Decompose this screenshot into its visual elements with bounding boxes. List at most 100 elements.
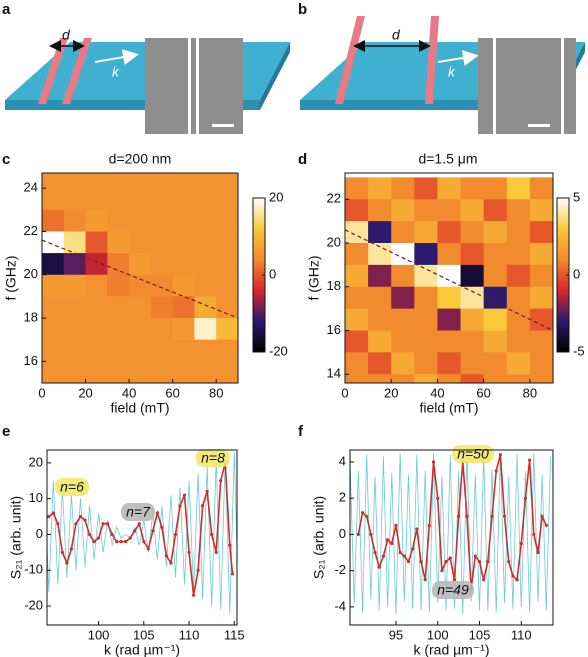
heat-cell [437, 177, 462, 200]
colorbar-tick-label: 0 [269, 266, 276, 281]
heat-cell [63, 318, 87, 341]
heat-cell [194, 296, 217, 319]
panel-label: f [298, 423, 304, 440]
x-tick-label: 40 [122, 385, 136, 400]
heat-cell [345, 352, 369, 375]
heat-cell [42, 361, 65, 383]
heat-cell [391, 352, 415, 375]
y-tick-label: -20 [24, 597, 43, 612]
data-point [178, 504, 182, 508]
heat-cell [42, 339, 65, 362]
data-point [369, 532, 373, 537]
heat-cell [506, 199, 531, 222]
heat-cell [194, 339, 217, 362]
heat-cell [107, 318, 130, 341]
data-point [115, 540, 119, 544]
heat-cell [129, 173, 152, 189]
x-tick-label: 80 [523, 385, 537, 400]
data-point [191, 593, 196, 597]
heat-cell [172, 361, 195, 383]
heat-cell [437, 243, 462, 266]
slab-side [260, 42, 290, 110]
data-point [142, 540, 146, 544]
heat-cell [483, 330, 508, 353]
data-point [60, 550, 64, 554]
heat-cell [42, 253, 65, 276]
data-point [502, 514, 507, 518]
plot-area [350, 452, 551, 615]
heat-cell [107, 296, 130, 319]
heat-cell [216, 361, 238, 383]
x-tick-label: 105 [469, 627, 491, 642]
heat-cell [414, 374, 438, 383]
heat-cell [216, 209, 238, 232]
data-point [511, 574, 515, 578]
heat-cell [460, 264, 485, 288]
strip [425, 16, 439, 104]
heat-cell [85, 339, 108, 362]
data-point [394, 523, 398, 527]
data-point [230, 572, 235, 576]
data-point [490, 514, 494, 518]
y-tick-label: 4 [339, 453, 346, 468]
colorbar-tick-label: -20 [269, 343, 288, 358]
y-axis-label: S₂₁ (arb. unit) [8, 496, 24, 579]
heat-cell [483, 177, 508, 200]
heat-cell [437, 221, 462, 244]
heat-cell [172, 318, 195, 341]
heat-cell [460, 199, 485, 222]
data-point [92, 540, 96, 544]
heat-cell [63, 339, 87, 362]
heat-cell [460, 177, 485, 200]
heat-cell [107, 339, 130, 362]
data-point [494, 469, 498, 473]
heat-cell [529, 264, 553, 288]
heat-cell [529, 374, 553, 383]
data-point [473, 554, 477, 558]
x-tick-label: 0 [38, 385, 45, 400]
heat-cell [414, 330, 438, 353]
heat-cell [414, 352, 438, 375]
heat-cell [194, 253, 217, 276]
data-point [196, 568, 200, 572]
panel-label: d [298, 151, 307, 168]
heat-cell [85, 361, 108, 383]
heat-cell [483, 264, 508, 288]
sem-strip [493, 38, 496, 134]
heat-cell [42, 274, 65, 297]
data-point [101, 522, 105, 526]
heat-cell [414, 243, 438, 266]
data-point [106, 522, 110, 526]
heat-cell [85, 274, 108, 297]
heat-cell [85, 231, 108, 254]
plot-area [47, 452, 237, 614]
heat-cell [437, 264, 462, 288]
data-point [402, 554, 406, 558]
heat-cell [506, 221, 531, 244]
heat-cell [194, 188, 217, 211]
heat-cell [216, 253, 238, 276]
heat-cell [42, 296, 65, 319]
annotation: n=49 [437, 582, 469, 598]
data-point [406, 559, 411, 564]
heat-cell [150, 173, 174, 189]
heat-cell [460, 221, 485, 244]
data-point [381, 554, 386, 558]
y-tick-label: 2 [339, 490, 346, 505]
data-point [415, 527, 419, 531]
scale-bar [212, 124, 234, 127]
heat-cell [345, 243, 369, 266]
heat-cell [345, 330, 369, 353]
heat-cell [506, 308, 531, 331]
annotation: n=8 [201, 450, 225, 466]
heat-cell [172, 188, 195, 211]
data-point [137, 522, 141, 526]
x-axis-label: field (mT) [110, 400, 169, 416]
annotation-bg [432, 581, 474, 599]
data-point [507, 559, 511, 564]
data-point [47, 514, 51, 519]
colorbar-tick-label: 5 [573, 189, 580, 204]
x-tick-label: 80 [209, 385, 223, 400]
heat-cell [150, 339, 174, 362]
data-point [477, 559, 482, 564]
